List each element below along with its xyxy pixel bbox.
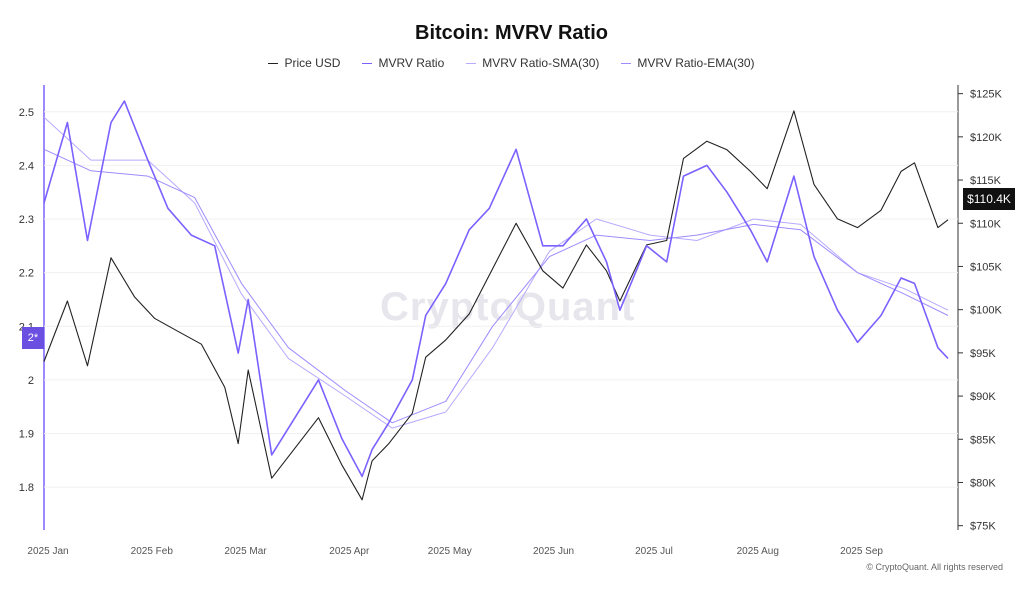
- y-right-tick-label: $120K: [970, 132, 1002, 144]
- copyright-text: © CryptoQuant. All rights reserved: [866, 562, 1003, 572]
- y-right-tick-label: $95K: [970, 348, 996, 360]
- x-tick-label: 2025 Jun: [533, 546, 574, 557]
- series-line-mvrv-ratio-ema-30-: [43, 148, 949, 424]
- current-mvrv-badge: 2*: [22, 327, 44, 349]
- legend-label-ema: MVRV Ratio-EMA(30): [637, 56, 755, 70]
- y-right-tick-label: $125K: [970, 89, 1002, 101]
- legend-swatch-price: [268, 62, 279, 64]
- x-tick-label: 2025 Aug: [737, 546, 779, 557]
- y-left-tick-label: 1.9: [19, 428, 34, 440]
- legend-swatch-sma: [466, 62, 477, 64]
- legend-label-mvrv: MVRV Ratio: [378, 56, 445, 70]
- legend-swatch-ema: [621, 62, 632, 64]
- legend-swatch-mvrv: [362, 62, 373, 64]
- y-left-tick-label: 2.3: [19, 214, 34, 226]
- x-tick-label: 2025 Apr: [329, 546, 370, 557]
- y-left-tick-label: 1.8: [19, 482, 34, 494]
- legend-item-ema[interactable]: MVRV Ratio-EMA(30): [621, 56, 755, 70]
- series-line-mvrv-ratio: [43, 100, 949, 478]
- x-tick-label: 2025 Feb: [131, 546, 174, 557]
- watermark-logo: CryptoQuant: [380, 285, 636, 329]
- x-tick-label: 2025 May: [428, 546, 472, 557]
- y-right-tick-label: $110K: [970, 218, 1002, 230]
- y-left-tick-label: 2.5: [19, 107, 34, 119]
- legend-item-mvrv[interactable]: MVRV Ratio: [362, 56, 444, 70]
- y-right-tick-label: $105K: [970, 261, 1002, 273]
- y-right-tick-label: $75K: [970, 521, 996, 533]
- x-tick-label: 2025 Jan: [27, 546, 68, 557]
- legend-item-sma[interactable]: MVRV Ratio-SMA(30): [466, 56, 599, 70]
- x-tick-label: 2025 Jul: [635, 546, 673, 557]
- chart-title: Bitcoin: MVRV Ratio: [415, 22, 608, 44]
- y-right-tick-label: $80K: [970, 477, 996, 489]
- y-right-tick-label: $115K: [970, 175, 1002, 187]
- series-line-price-usd: [43, 110, 949, 501]
- y-right-tick-label: $85K: [970, 434, 996, 446]
- legend-item-price[interactable]: Price USD: [268, 56, 340, 70]
- chart-legend: Price USD MVRV Ratio MVRV Ratio-SMA(30) …: [0, 56, 1023, 70]
- current-price-badge: $110.4K: [963, 188, 1015, 210]
- y-left-tick-label: 2: [28, 375, 34, 387]
- y-right-tick-label: $90K: [970, 391, 996, 403]
- y-left-tick-label: 2.4: [19, 160, 34, 172]
- x-tick-label: 2025 Sep: [840, 546, 883, 557]
- x-tick-label: 2025 Mar: [224, 546, 267, 557]
- y-right-tick-label: $100K: [970, 305, 1002, 317]
- legend-label-price: Price USD: [284, 56, 341, 70]
- legend-label-sma: MVRV Ratio-SMA(30): [482, 56, 600, 70]
- y-left-tick-label: 2.2: [19, 268, 34, 280]
